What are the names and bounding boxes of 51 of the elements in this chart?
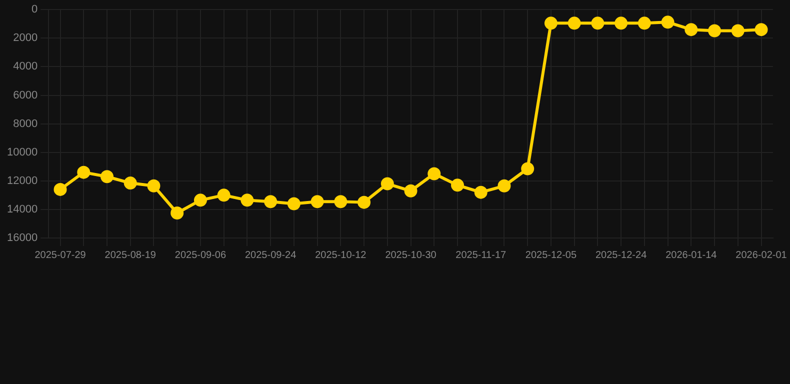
x-tick-label: 2025-12-05 — [525, 250, 577, 261]
y-tick-label: 0 — [31, 4, 38, 16]
point — [170, 206, 184, 220]
y-tick-label: 8000 — [13, 118, 38, 130]
point — [77, 166, 90, 179]
point — [404, 184, 418, 198]
x-tick-label: 2025-07-29 — [34, 250, 86, 261]
point — [591, 16, 604, 30]
point — [358, 196, 371, 209]
point — [544, 16, 558, 30]
point — [334, 195, 348, 208]
point — [754, 23, 768, 36]
point — [498, 179, 511, 192]
x-tick-label: 2026-02-01 — [736, 250, 788, 261]
y-tick-label: 6000 — [13, 89, 38, 102]
point — [474, 186, 488, 199]
point — [217, 188, 230, 202]
point — [708, 24, 722, 38]
x-tick-label: 2025-08-19 — [104, 250, 156, 261]
point — [684, 23, 698, 36]
y-tick-label: 2000 — [13, 32, 38, 44]
x-tick-label: 2025-09-06 — [174, 250, 226, 261]
point — [240, 194, 254, 207]
x-tick-label: 2025-11-17 — [456, 250, 507, 261]
x-tick-label: 2025-12-24 — [595, 250, 648, 261]
point — [264, 195, 278, 208]
x-tick-label: 2025-09-24 — [244, 250, 297, 261]
point — [451, 178, 464, 192]
point — [147, 179, 160, 192]
point — [731, 24, 744, 38]
x-tick-label: 2026-01-14 — [666, 250, 718, 261]
point — [568, 16, 581, 30]
point — [124, 176, 137, 190]
y-tick-label: 16000 — [6, 232, 38, 244]
point — [638, 16, 651, 30]
point — [194, 194, 207, 207]
point — [100, 170, 114, 184]
point — [661, 16, 674, 29]
point — [380, 177, 394, 190]
y-tick-label: 4000 — [13, 60, 38, 73]
y-tick-label: 14000 — [6, 203, 38, 216]
point — [310, 195, 324, 208]
y-tick-label: 12000 — [6, 174, 38, 187]
y-tick-label: 10000 — [6, 146, 38, 158]
x-tick-label: 2025-10-30 — [385, 250, 437, 261]
point — [287, 197, 300, 210]
x-tick-label: 2025-10-12 — [315, 250, 367, 261]
point — [614, 16, 628, 30]
point — [521, 162, 534, 176]
point — [428, 167, 441, 180]
point — [54, 182, 67, 196]
